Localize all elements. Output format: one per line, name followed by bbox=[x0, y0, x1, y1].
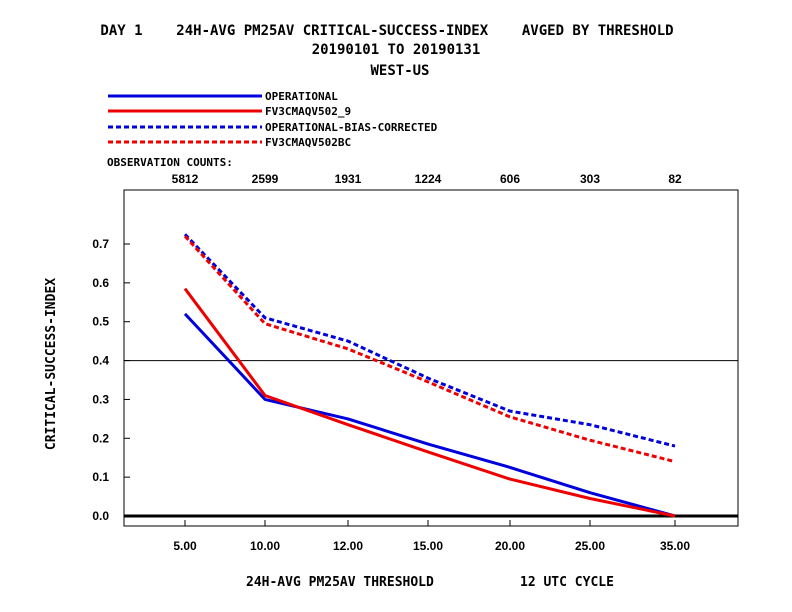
series-lines bbox=[183, 233, 676, 518]
series-line-operational bbox=[183, 312, 676, 518]
observation-count: 2599 bbox=[252, 172, 279, 186]
region-label: WEST-US bbox=[370, 63, 429, 79]
x-axis: 5.00 10.00 12.00 15.00 20.00 25.00 35.00 bbox=[173, 520, 690, 553]
cycle-label: 12 UTC CYCLE bbox=[520, 575, 614, 590]
x-tick-label: 10.00 bbox=[250, 539, 280, 553]
legend-label: FV3CMAQV502_9 bbox=[265, 105, 351, 118]
y-tick-label: 0.3 bbox=[92, 392, 109, 406]
y-tick-label: 0.4 bbox=[92, 354, 109, 368]
plot-frame bbox=[123, 189, 739, 527]
x-axis-title: 24H-AVG PM25AV THRESHOLD bbox=[246, 575, 434, 590]
y-axis: 0.0 0.1 0.2 0.3 0.4 0.5 0.6 0.7 bbox=[92, 237, 130, 523]
chart-title: DAY 1 24H-AVG PM25AV CRITICAL-SUCCESS-IN… bbox=[100, 23, 673, 39]
y-tick-label: 0.6 bbox=[92, 276, 109, 290]
x-tick-label: 15.00 bbox=[413, 539, 443, 553]
y-tick-label: 0.1 bbox=[92, 470, 109, 484]
x-tick-label: 12.00 bbox=[333, 539, 363, 553]
y-axis-title: CRITICAL-SUCCESS-INDEX bbox=[44, 278, 59, 450]
series-line-fv3cmaqv502-9 bbox=[183, 287, 676, 518]
y-tick-label: 0.7 bbox=[92, 237, 109, 251]
y-tick-label: 0.0 bbox=[92, 509, 109, 523]
series-line-operational-bias-corrected bbox=[183, 233, 676, 448]
observation-count: 1224 bbox=[415, 172, 442, 186]
observation-count: 1931 bbox=[335, 172, 362, 186]
legend-label: OPERATIONAL bbox=[265, 90, 338, 103]
legend-label: FV3CMAQV502BC bbox=[265, 136, 351, 149]
observation-count: 606 bbox=[500, 172, 520, 186]
observation-count: 303 bbox=[580, 172, 600, 186]
y-tick-label: 0.5 bbox=[92, 315, 109, 329]
x-tick-label: 35.00 bbox=[660, 539, 690, 553]
reference-lines bbox=[124, 360, 738, 518]
date-range: 20190101 TO 20190131 bbox=[312, 42, 481, 58]
observation-counts-label: OBSERVATION COUNTS: bbox=[107, 156, 233, 169]
x-tick-label: 25.00 bbox=[575, 539, 605, 553]
observation-counts: 5812 2599 1931 1224 606 303 82 bbox=[172, 172, 682, 186]
legend-label: OPERATIONAL-BIAS-CORRECTED bbox=[265, 121, 438, 134]
legend: OPERATIONAL FV3CMAQV502_9 OPERATIONAL-BIAS… bbox=[108, 90, 438, 149]
observation-count: 5812 bbox=[172, 172, 199, 186]
x-tick-label: 5.00 bbox=[173, 539, 197, 553]
series-line-fv3cmaqv502bc bbox=[183, 235, 676, 464]
observation-count: 82 bbox=[668, 172, 682, 186]
y-tick-label: 0.2 bbox=[92, 431, 109, 445]
x-tick-label: 20.00 bbox=[495, 539, 525, 553]
